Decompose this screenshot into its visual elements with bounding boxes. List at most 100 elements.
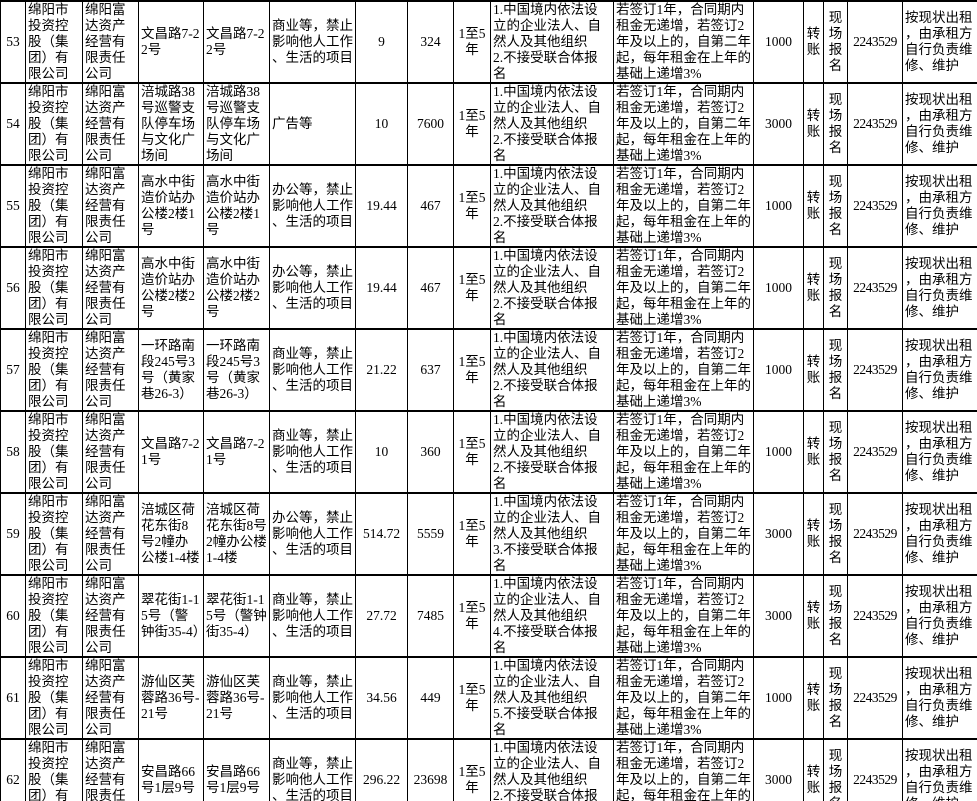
cell-maintenance-remark: 按现状出租，由承租方自行负责维修、维护: [902, 246, 977, 330]
cell-operator-company: 绵阳富达资产经营有限责任公司: [82, 574, 139, 658]
cell-payment-method: 转账: [803, 164, 824, 248]
cell-deposit: 1000: [753, 0, 804, 84]
cell-address-1: 一环路南段245号3号（黄家巷26-3）: [138, 328, 204, 412]
cell-permitted-use: 商业等，禁止影响他人工作、生活的项目: [269, 738, 356, 801]
cell-area: 19.44: [355, 164, 408, 248]
cell-address-1: 高水中街造价站办公楼2楼2号: [138, 246, 204, 330]
cell-maintenance-remark: 按现状出租，由承租方自行负责维修、维护: [902, 656, 977, 740]
cell-owner-company: 绵阳市投资控股（集团）有限公司: [25, 656, 83, 740]
cell-area: 34.56: [355, 656, 408, 740]
cell-payment-method: 转账: [803, 0, 824, 84]
cell-lease-term: 1至5年: [453, 0, 491, 84]
cell-contact-phone: 2243529: [847, 574, 903, 658]
cell-area: 9: [355, 0, 408, 84]
cell-operator-company: 绵阳富达资产经营有限责任公司: [82, 656, 139, 740]
cell-address-2: 安昌路66号1层9号: [203, 738, 270, 801]
cell-rent-escalation: 若签订1年，合同期内租金无递增，若签订2年及以上的，自第二年起，每年租金在上年的…: [613, 656, 754, 740]
cell-area: 27.72: [355, 574, 408, 658]
cell-maintenance-remark: 按现状出租，由承租方自行负责维修、维护: [902, 0, 977, 84]
cell-rent-escalation: 若签订1年，合同期内租金无递增，若签订2年及以上的，自第二年起，每年租金在上年的…: [613, 246, 754, 330]
cell-seq: 53: [0, 0, 26, 84]
cell-operator-company: 绵阳富达资产经营有限责任公司: [82, 492, 139, 576]
cell-address-1: 高水中街造价站办公楼2楼1号: [138, 164, 204, 248]
cell-bidder-qualification: 1.中国境内依法设立的企业法人、自然人及其他组织 2.不接受联合体报名: [490, 0, 614, 84]
table-row: 56 绵阳市投资控股（集团）有限公司 绵阳富达资产经营有限责任公司 高水中街造价…: [0, 246, 977, 330]
cell-bidder-qualification: 1.中国境内依法设立的企业法人、自然人及其他组织 2.不接受联合体报名: [490, 246, 614, 330]
cell-signup-method: 现场报名: [823, 82, 848, 166]
cell-permitted-use: 商业等，禁止影响他人工作、生活的项目: [269, 410, 356, 494]
cell-permitted-use: 广告等: [269, 82, 356, 166]
cell-payment-method: 转账: [803, 738, 824, 801]
table-row: 58 绵阳市投资控股（集团）有限公司 绵阳富达资产经营有限责任公司 文昌路7-2…: [0, 410, 977, 494]
cell-owner-company: 绵阳市投资控股（集团）有限公司: [25, 574, 83, 658]
cell-contact-phone: 2243529: [847, 246, 903, 330]
cell-contact-phone: 2243529: [847, 738, 903, 801]
cell-deposit: 3000: [753, 82, 804, 166]
cell-price: 637: [407, 328, 454, 412]
cell-address-1: 安昌路66号1层9号: [138, 738, 204, 801]
cell-address-1: 涪城区荷花东街8号2幢办公楼1-4楼: [138, 492, 204, 576]
cell-bidder-qualification: 1.中国境内依法设立的企业法人、自然人及其他组织 2.不接受联合体报名: [490, 328, 614, 412]
cell-owner-company: 绵阳市投资控股（集团）有限公司: [25, 246, 83, 330]
cell-operator-company: 绵阳富达资产经营有限责任公司: [82, 246, 139, 330]
cell-permitted-use: 商业等，禁止影响他人工作、生活的项目: [269, 656, 356, 740]
cell-price: 5559: [407, 492, 454, 576]
cell-price: 467: [407, 164, 454, 248]
cell-contact-phone: 2243529: [847, 164, 903, 248]
cell-bidder-qualification: 1.中国境内依法设立的企业法人、自然人及其他组织 2.不接受联合体报名: [490, 410, 614, 494]
cell-contact-phone: 2243529: [847, 410, 903, 494]
cell-area: 296.22: [355, 738, 408, 801]
cell-payment-method: 转账: [803, 246, 824, 330]
cell-lease-term: 1至5年: [453, 410, 491, 494]
cell-seq: 58: [0, 410, 26, 494]
cell-contact-phone: 2243529: [847, 656, 903, 740]
cell-address-2: 游仙区芙蓉路36号-21号: [203, 656, 270, 740]
cell-owner-company: 绵阳市投资控股（集团）有限公司: [25, 0, 83, 84]
cell-contact-phone: 2243529: [847, 328, 903, 412]
cell-contact-phone: 2243529: [847, 492, 903, 576]
cell-operator-company: 绵阳富达资产经营有限责任公司: [82, 328, 139, 412]
cell-price: 7485: [407, 574, 454, 658]
table-row: 55 绵阳市投资控股（集团）有限公司 绵阳富达资产经营有限责任公司 高水中街造价…: [0, 164, 977, 248]
cell-rent-escalation: 若签订1年，合同期内租金无递增，若签订2年及以上的，自第二年起，每年租金在上年的…: [613, 164, 754, 248]
cell-address-2: 文昌路7-22号: [203, 0, 270, 84]
cell-deposit: 1000: [753, 164, 804, 248]
cell-maintenance-remark: 按现状出租，由承租方自行负责维修、维护: [902, 492, 977, 576]
cell-bidder-qualification: 1.中国境内依法设立的企业法人、自然人及其他组织 2.不接受联合体报名: [490, 164, 614, 248]
cell-operator-company: 绵阳富达资产经营有限责任公司: [82, 738, 139, 801]
cell-lease-term: 1至5年: [453, 246, 491, 330]
cell-seq: 60: [0, 574, 26, 658]
cell-deposit: 1000: [753, 328, 804, 412]
cell-bidder-qualification: 1.中国境内依法设立的企业法人、自然人及其他组织 2.不接受联合体报名: [490, 738, 614, 801]
cell-address-2: 翠花街1-15号（警钟街35-4）: [203, 574, 270, 658]
cell-price: 23698: [407, 738, 454, 801]
cell-maintenance-remark: 按现状出租，由承租方自行负责维修、维护: [902, 574, 977, 658]
cell-signup-method: 现场报名: [823, 246, 848, 330]
cell-seq: 59: [0, 492, 26, 576]
cell-owner-company: 绵阳市投资控股（集团）有限公司: [25, 328, 83, 412]
cell-operator-company: 绵阳富达资产经营有限责任公司: [82, 164, 139, 248]
cell-payment-method: 转账: [803, 410, 824, 494]
cell-contact-phone: 2243529: [847, 82, 903, 166]
cell-deposit: 1000: [753, 246, 804, 330]
cell-contact-phone: 2243529: [847, 0, 903, 84]
cell-signup-method: 现场报名: [823, 738, 848, 801]
table-row: 62 绵阳市投资控股（集团）有限公司 绵阳富达资产经营有限责任公司 安昌路66号…: [0, 738, 977, 801]
cell-bidder-qualification: 1.中国境内依法设立的企业法人、自然人及其他组织 3.不接受联合体报名: [490, 492, 614, 576]
cell-address-2: 文昌路7-21号: [203, 410, 270, 494]
cell-seq: 57: [0, 328, 26, 412]
cell-signup-method: 现场报名: [823, 164, 848, 248]
cell-permitted-use: 商业等，禁止影响他人工作、生活的项目: [269, 574, 356, 658]
cell-price: 449: [407, 656, 454, 740]
cell-area: 10: [355, 82, 408, 166]
cell-lease-term: 1至5年: [453, 656, 491, 740]
cell-price: 7600: [407, 82, 454, 166]
cell-maintenance-remark: 按现状出租，由承租方自行负责维修、维护: [902, 164, 977, 248]
table-row: 60 绵阳市投资控股（集团）有限公司 绵阳富达资产经营有限责任公司 翠花街1-1…: [0, 574, 977, 658]
cell-signup-method: 现场报名: [823, 0, 848, 84]
cell-payment-method: 转账: [803, 574, 824, 658]
cell-address-2: 涪城路38号巡警支队停车场与文化广场间: [203, 82, 270, 166]
